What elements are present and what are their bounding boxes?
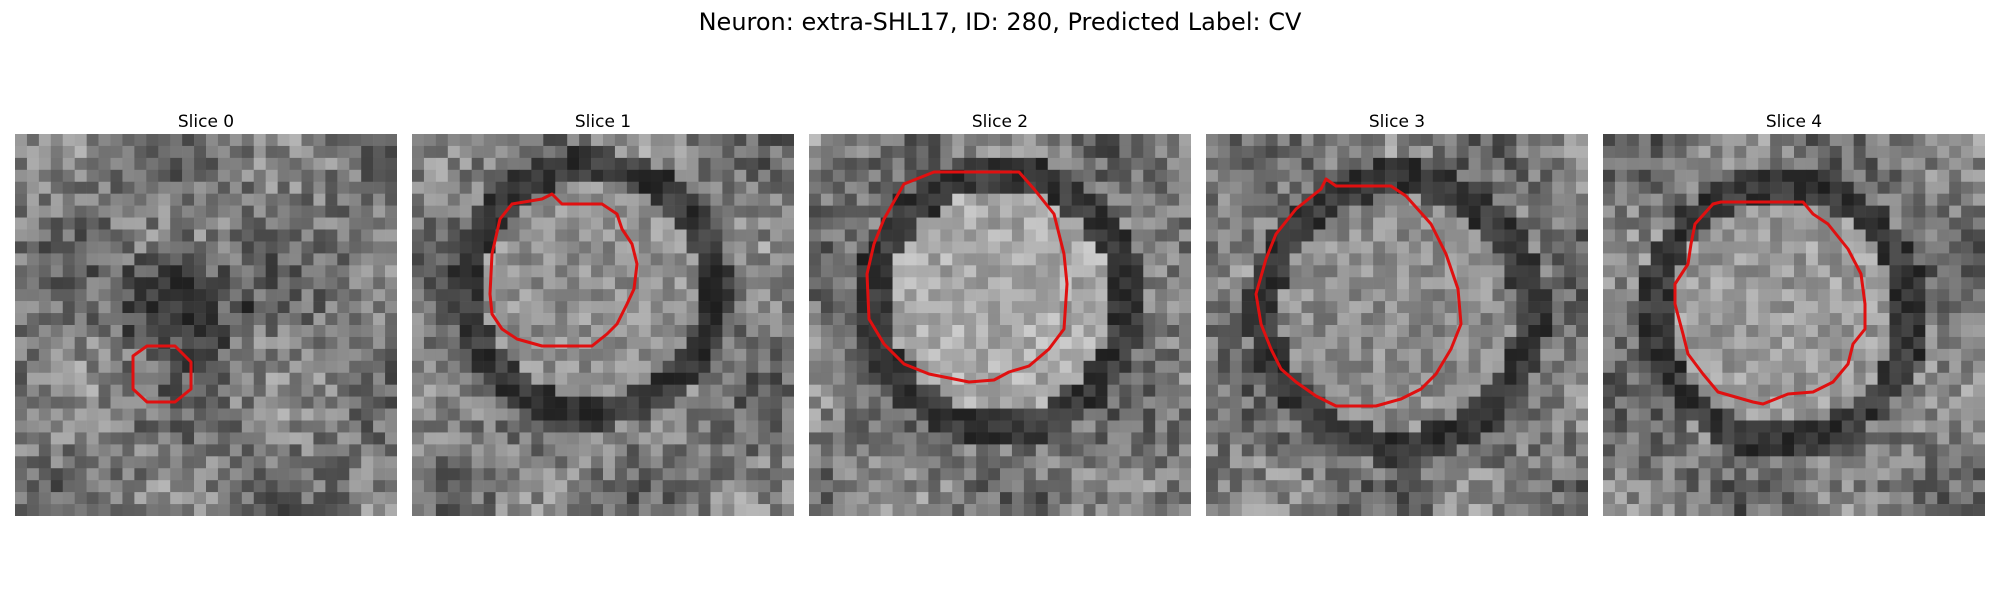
panel-slice-0: Slice 0 [15, 110, 397, 516]
segmentation-contour [488, 192, 639, 348]
panel-title: Slice 0 [177, 112, 235, 132]
slice-image [1206, 134, 1588, 516]
segmentation-contour [1254, 177, 1463, 408]
slice-image [15, 134, 397, 516]
panel-title: Slice 4 [1765, 112, 1823, 132]
figure-title: Neuron: extra-SHL17, ID: 280, Predicted … [698, 8, 1302, 36]
segmentation-contour [1673, 200, 1867, 406]
panel-title: Slice 2 [971, 112, 1029, 132]
panel-slice-3: Slice 3 [1206, 110, 1588, 516]
panel-title: Slice 3 [1368, 112, 1426, 132]
panel-slice-1: Slice 1 [412, 110, 794, 516]
slice-image [1603, 134, 1985, 516]
slice-image [809, 134, 1191, 516]
slice-image [412, 134, 794, 516]
segmentation-contour [131, 344, 193, 404]
panel-slice-4: Slice 4 [1603, 110, 1985, 516]
panel-slice-2: Slice 2 [809, 110, 1191, 516]
panel-title: Slice 1 [574, 112, 632, 132]
segmentation-contour [865, 170, 1069, 384]
